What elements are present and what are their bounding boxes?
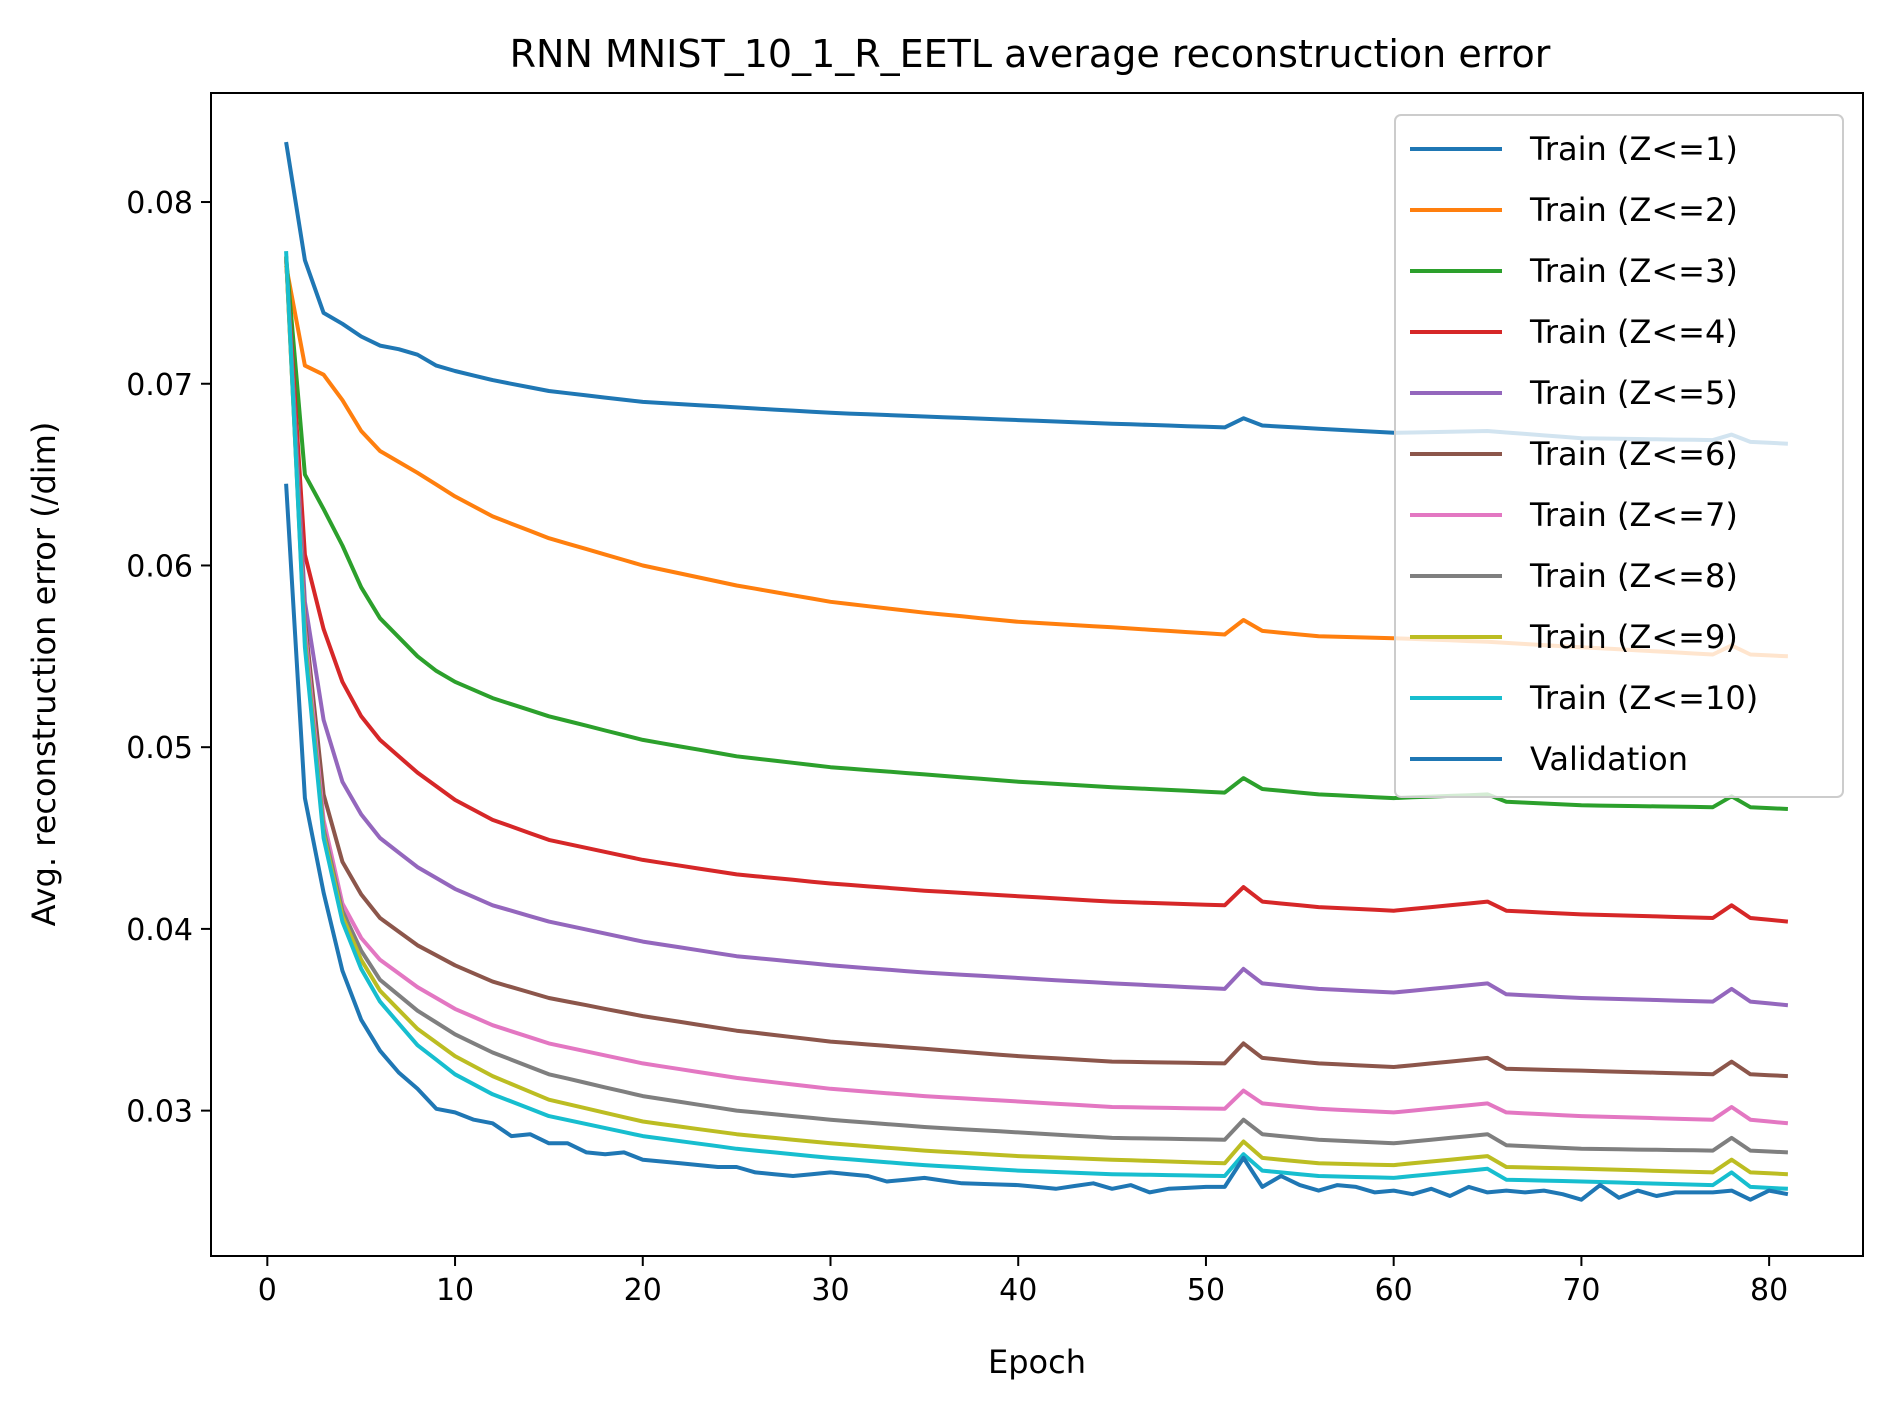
series-line-4 — [284, 260, 1789, 924]
x-axis: 0 10 20 30 40 50 60 70 80 — [258, 1256, 1788, 1308]
x-tick-label: 20 — [624, 1273, 662, 1308]
x-axis-label: Epoch — [988, 1343, 1086, 1381]
x-tick-label: 50 — [1187, 1273, 1225, 1308]
series-line-3 — [284, 256, 1788, 811]
chart-title: RNN MNIST_10_1_R_EETL average reconstruc… — [510, 32, 1551, 76]
legend: Train (Z<=1) Train (Z<=2) Train (Z<=3) Trai… — [1394, 114, 1844, 798]
legend-label: Train (Z<=10) — [1529, 679, 1758, 717]
x-tick-label: 0 — [258, 1273, 277, 1308]
y-tick-label: 0.08 — [126, 186, 193, 221]
x-tick-label: 30 — [811, 1273, 849, 1308]
series-line-10 — [284, 251, 1788, 1191]
series-line-5 — [284, 256, 1789, 1008]
series-line-6 — [284, 256, 1788, 1079]
legend-label: Train (Z<=6) — [1529, 435, 1738, 473]
legend-label: Train (Z<=3) — [1529, 252, 1738, 290]
y-tick-label: 0.04 — [126, 913, 193, 948]
series-line-9 — [284, 256, 1788, 1177]
legend-label: Train (Z<=9) — [1529, 618, 1738, 656]
x-tick-label: 80 — [1750, 1273, 1788, 1308]
series-layer — [284, 141, 1789, 1202]
y-tick-label: 0.06 — [126, 549, 193, 584]
y-tick-label: 0.05 — [126, 731, 193, 766]
x-tick-label: 60 — [1375, 1273, 1413, 1308]
y-axis-label: Avg. reconstruction error (/dim) — [25, 422, 63, 927]
x-tick-label: 40 — [999, 1273, 1037, 1308]
legend-label: Train (Z<=7) — [1529, 496, 1738, 534]
x-tick-label: 70 — [1562, 1273, 1600, 1308]
legend-label: Train (Z<=4) — [1529, 313, 1738, 351]
series-line-11 — [284, 483, 1789, 1202]
plot-area-frame — [210, 92, 1864, 1257]
series-line-7 — [284, 256, 1789, 1126]
legend-label: Train (Z<=1) — [1529, 130, 1738, 168]
legend-label: Train (Z<=2) — [1529, 191, 1738, 229]
x-tick-label: 10 — [436, 1273, 474, 1308]
legend-label: Validation — [1530, 740, 1688, 778]
series-line-8 — [284, 256, 1788, 1155]
legend-box — [1394, 114, 1844, 798]
y-tick-label: 0.07 — [126, 368, 193, 403]
y-axis: 0.03 0.04 0.05 0.06 0.07 0.08 — [126, 186, 211, 1130]
y-tick-label: 0.03 — [126, 1095, 193, 1130]
legend-label: Train (Z<=5) — [1529, 374, 1738, 412]
legend-label: Train (Z<=8) — [1529, 557, 1738, 595]
